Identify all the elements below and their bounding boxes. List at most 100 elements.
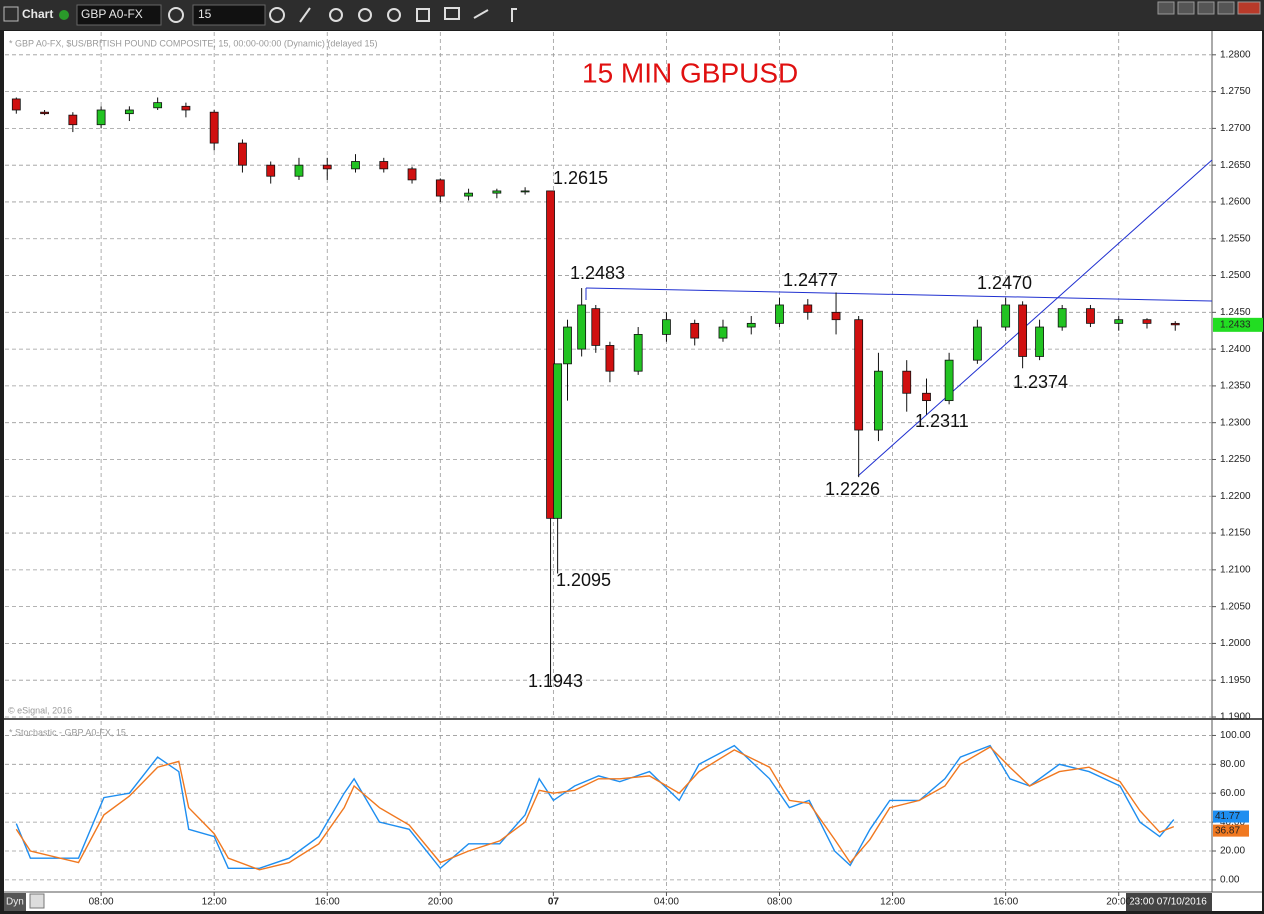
last-price: 1.2433 [1220,319,1251,330]
minimize-button[interactable] [1177,1,1195,15]
tag-icon[interactable] [416,8,430,22]
candle-body [238,142,247,166]
pencil-icon[interactable] [299,7,311,23]
link-icon[interactable] [59,10,69,20]
y-tick-label: 80.00 [1220,759,1245,770]
candle-body [407,168,417,181]
candle-body [464,192,473,197]
facebook-icon[interactable] [511,8,517,22]
scroll-button[interactable] [29,893,45,909]
comment-icon[interactable] [444,7,460,20]
window-buttons [1157,1,1261,15]
twitter-icon[interactable] [473,9,489,19]
copyright: © eSignal, 2016 [8,705,72,715]
candle-body [718,326,728,339]
y-tick-label: 1.2400 [1220,344,1251,355]
candle-body [435,179,445,197]
candle-body [746,322,756,328]
chart-subtitle: * GBP A0-FX, $US/BRITISH POUND COMPOSITE… [9,38,377,48]
candle-body [1035,326,1044,357]
annotation: 1.2470 [977,273,1032,293]
toolbar-icons [269,7,517,23]
y-tick-label: 1.2550 [1220,233,1251,244]
candle-body [266,164,276,177]
toolbar [0,0,1264,30]
y-tick-label: 1.2600 [1220,197,1251,208]
y-tick-label: 1.2250 [1220,454,1251,465]
candle-body [1142,319,1152,324]
stochastic-title: * Stochastic - GBP A0-FX, 15 [9,727,126,737]
play-icon[interactable] [358,8,372,22]
x-tick-label: 20:00 [428,897,453,908]
stochastic-line [15,746,1175,871]
candle-body [605,345,615,372]
y-tick-label: 1.2050 [1220,601,1251,612]
settings-icon[interactable] [168,7,184,23]
clock-icon[interactable] [269,7,285,23]
annotation: 1.2615 [553,168,608,188]
candle-body [690,322,700,339]
y-tick-label: 60.00 [1220,788,1245,799]
candle-body [1057,308,1067,328]
annotation: 1.2095 [556,570,611,590]
candle-body [322,164,332,170]
candle-body [124,109,134,115]
dyn-box[interactable] [4,893,26,911]
annotation: 1.2226 [825,479,880,499]
candle-body [972,326,982,361]
last-value-box [1213,810,1249,823]
x-tick-label: 12:00 [202,897,227,908]
candle-body [1114,319,1124,324]
y-tick-label: 1.2700 [1220,123,1251,134]
y-tick-label: 1.1950 [1220,675,1251,686]
y-tick-label: 1.2500 [1220,270,1251,281]
candle-body [662,319,671,335]
y-tick-label: 1.2300 [1220,417,1251,428]
window-icon[interactable] [3,6,19,22]
interval-box[interactable] [192,4,266,26]
annotation: 1.2483 [570,263,625,283]
zoom-icon[interactable] [387,8,401,22]
candle-body [803,304,813,313]
resistance-trendline[interactable] [585,287,1213,302]
y-tick-label: 1.1900 [1220,712,1251,723]
candle-body [492,190,502,194]
interval[interactable]: 15 [198,7,212,21]
app-label: Chart [22,7,53,21]
x-tick-label: 08:00 [89,897,114,908]
candle-body [591,308,601,346]
support-trendline[interactable] [857,159,1213,477]
symbol[interactable]: GBP A0-FX [81,7,143,21]
candle-body [520,190,530,193]
candle-body [1170,322,1180,326]
help-button[interactable] [1157,1,1175,15]
x-tick-label: 12:00 [880,897,905,908]
maximize-button[interactable] [1217,1,1235,15]
candle-body [553,363,563,519]
candle-body [775,304,784,324]
candle-body [11,98,21,111]
y-tick-label: 1.2150 [1220,528,1251,539]
candle-body [902,370,912,394]
dyn-label[interactable]: Dyn [6,897,24,908]
candle-body [831,311,841,321]
y-tick-label: 1.2750 [1220,86,1251,97]
annotation: 1.1943 [528,671,583,691]
x-tick-label: 16:00 [315,897,340,908]
candle-body [181,105,191,111]
stochastic-line [15,744,1175,870]
y-tick-label: 1.2000 [1220,638,1251,649]
timestamp: 23:00 07/10/2016 [1129,897,1207,908]
candle-body [563,326,572,365]
close-button[interactable] [1237,1,1261,15]
candle-body [40,111,49,115]
symbol-box[interactable] [76,4,162,26]
y-tick-label: 20.00 [1220,846,1245,857]
refresh-icon[interactable] [329,8,343,22]
chart-background [4,31,1262,911]
y-tick-label: 1.2450 [1220,307,1251,318]
restore-button[interactable] [1197,1,1215,15]
candle-body [379,161,389,170]
candle-body [96,109,106,126]
